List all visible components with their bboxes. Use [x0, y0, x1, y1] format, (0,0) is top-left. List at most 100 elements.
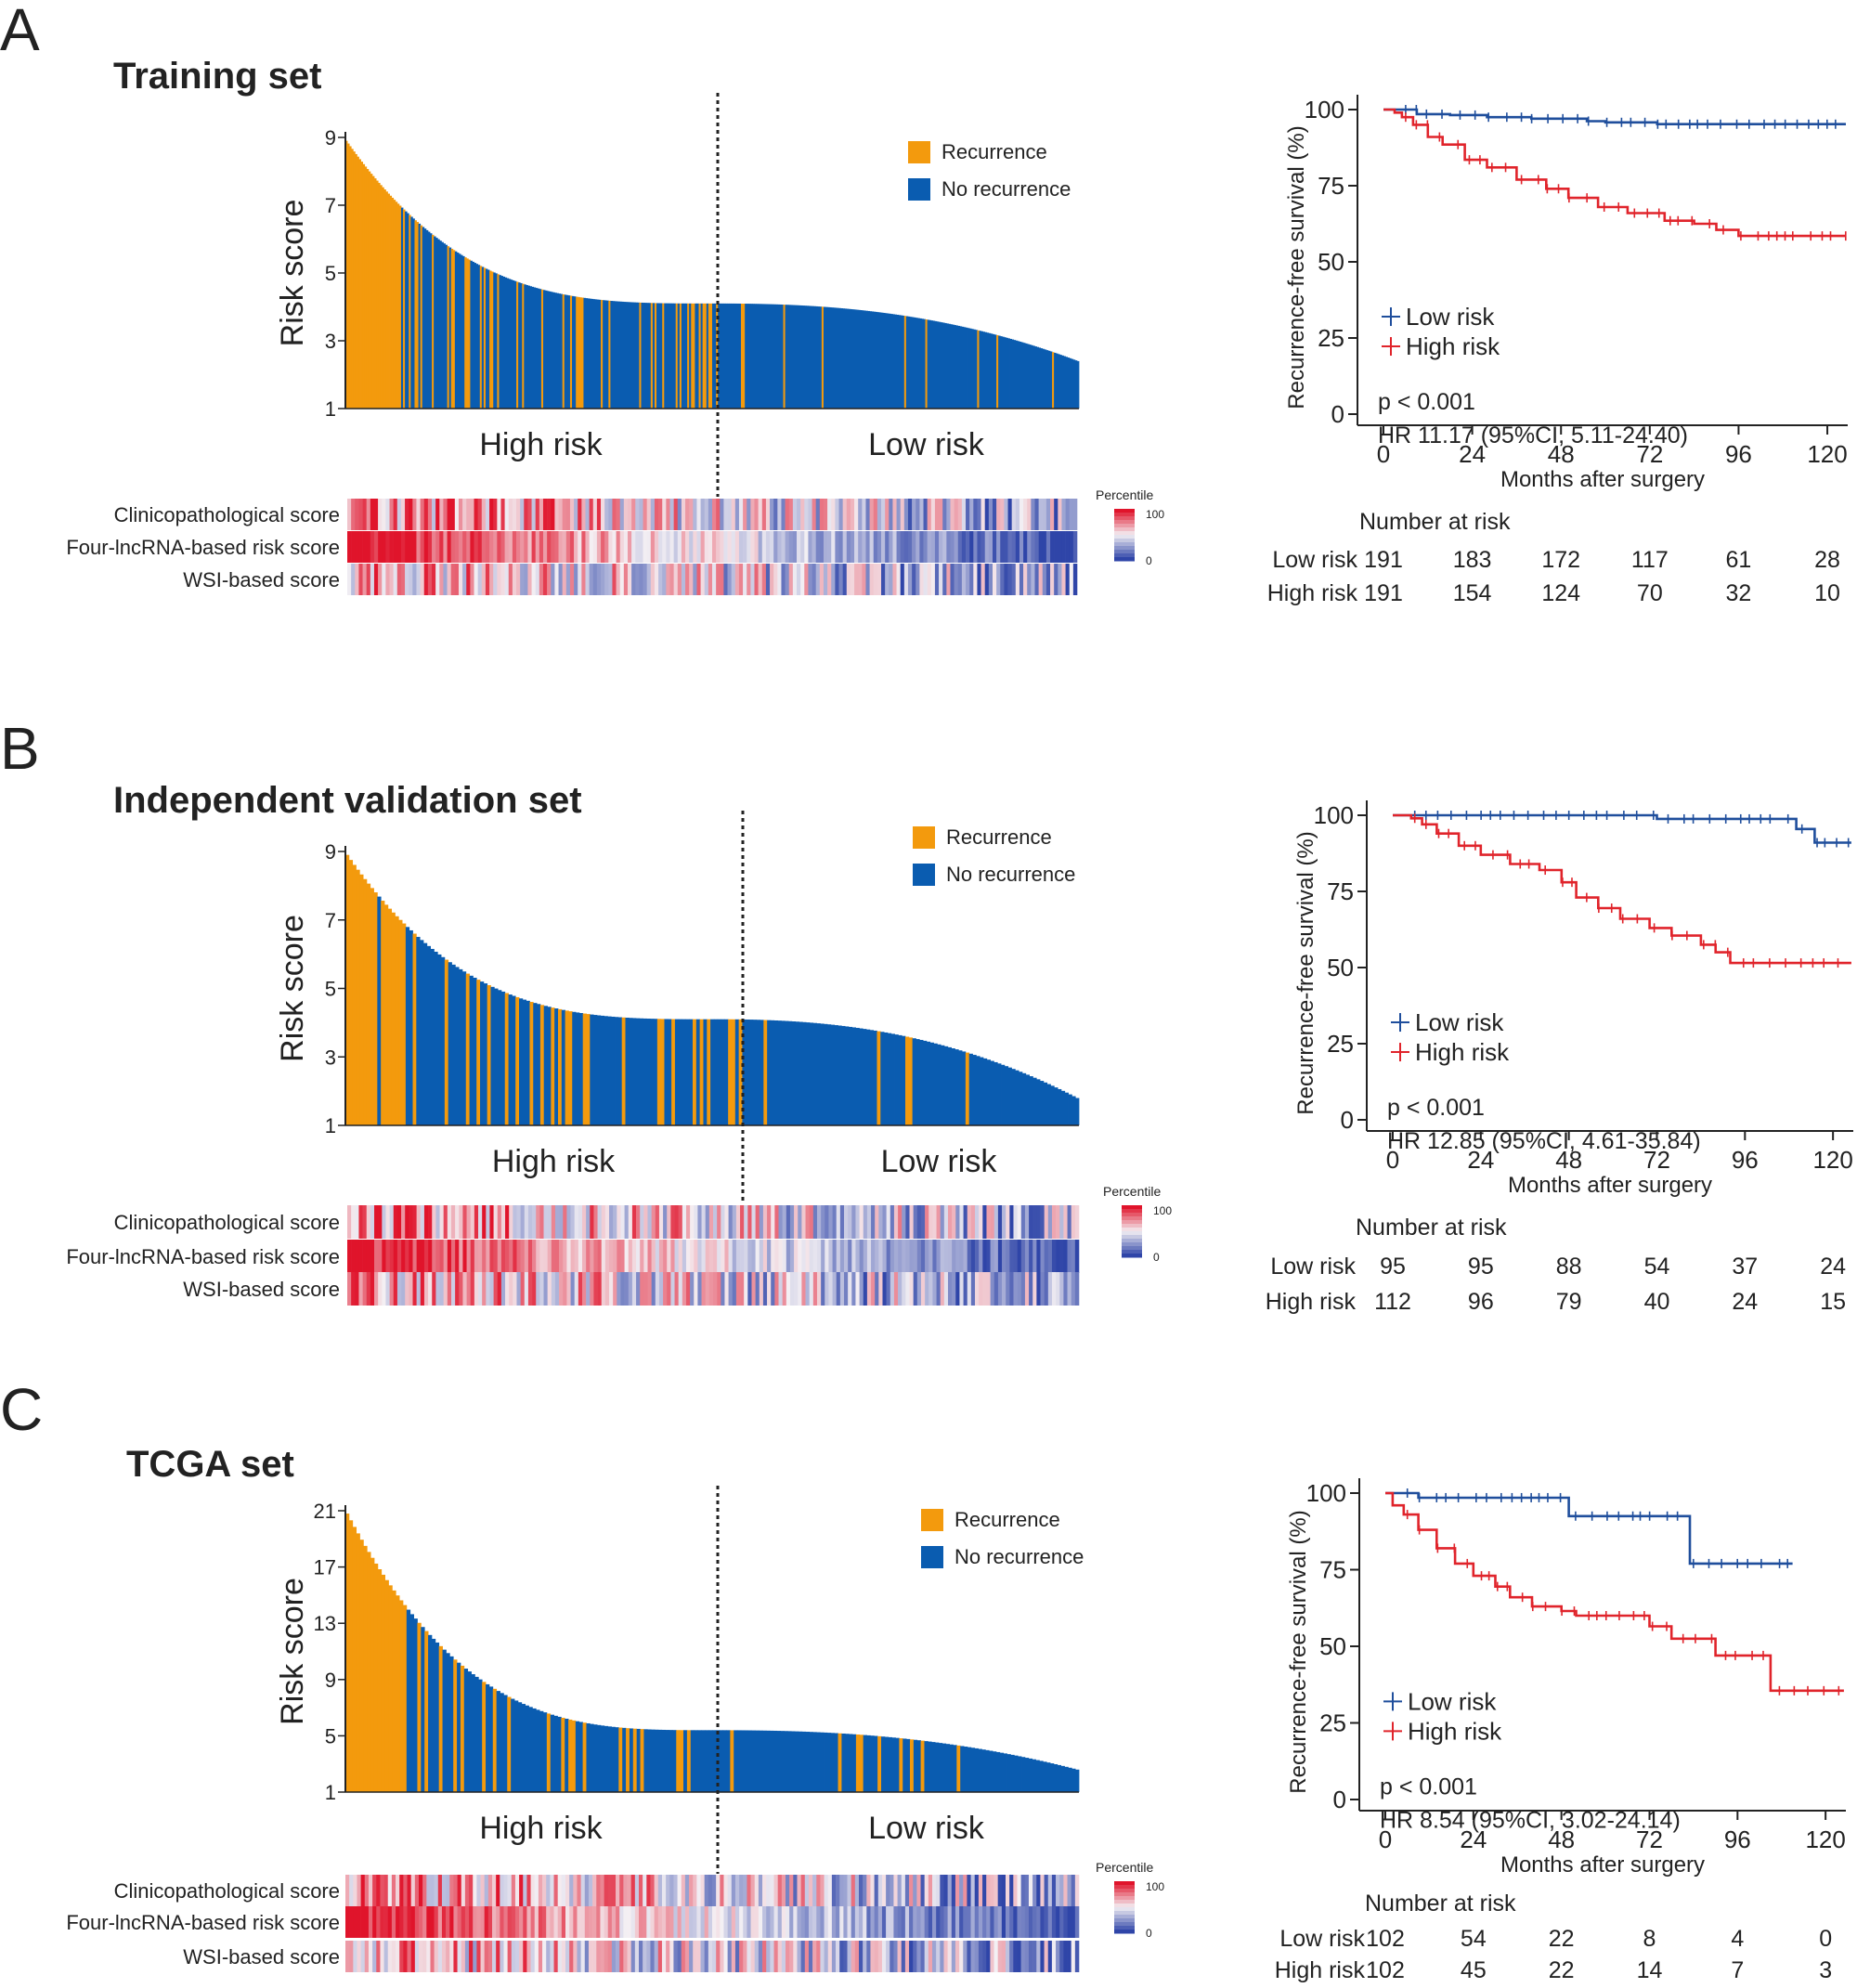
- heatmap-cell: [609, 1205, 614, 1239]
- panel-title: TCGA set: [126, 1444, 294, 1485]
- bar-no-recurrence: [677, 303, 681, 409]
- bar-recurrence: [383, 189, 386, 409]
- bar-no-recurrence: [794, 305, 798, 409]
- heatmap-cell: [651, 1240, 656, 1273]
- heatmap-cell: [586, 1272, 591, 1306]
- heatmap-cell: [798, 1272, 802, 1306]
- heatmap-cell: [650, 1941, 655, 1972]
- heatmap-cell: [1059, 1941, 1064, 1972]
- heatmap-cell: [865, 531, 870, 563]
- heatmap-cell: [1006, 1272, 1010, 1306]
- heatmap-cell: [1050, 499, 1055, 530]
- heatmap-cell: [825, 1240, 829, 1273]
- heatmap-cell: [412, 1240, 417, 1273]
- heatmap-cell: [628, 1272, 633, 1306]
- heatmap-cell: [357, 1906, 361, 1938]
- heatmap-cell: [578, 1240, 583, 1273]
- heatmap-cell: [1047, 1906, 1053, 1938]
- heatmap-cell: [789, 1941, 794, 1972]
- bar-no-recurrence: [902, 1035, 906, 1125]
- heatmap-cell: [584, 1941, 590, 1972]
- bar-no-recurrence: [668, 1019, 672, 1125]
- heatmap-cell: [766, 1906, 771, 1938]
- bar-no-recurrence: [685, 303, 688, 409]
- number-at-risk-value: 4: [1731, 1926, 1744, 1952]
- bar-no-recurrence: [763, 304, 767, 409]
- bar-recurrence: [877, 1031, 881, 1125]
- heatmap-cell: [619, 531, 625, 563]
- heatmap-cell: [801, 1240, 806, 1273]
- heatmap-cell: [474, 499, 478, 530]
- heatmap-cell: [423, 564, 429, 595]
- heatmap-cell: [869, 531, 875, 563]
- bar-no-recurrence: [1054, 1087, 1058, 1125]
- heatmap-cell: [877, 1906, 883, 1938]
- bar-no-recurrence: [870, 1735, 875, 1792]
- heatmap-cell: [635, 499, 640, 530]
- heatmap-cell: [351, 1272, 356, 1306]
- heatmap-cell: [616, 531, 621, 563]
- bar-no-recurrence: [678, 1019, 682, 1125]
- heatmap-cell: [890, 1205, 895, 1239]
- number-at-risk-value: 172: [1541, 547, 1580, 573]
- heatmap-cell: [712, 531, 717, 563]
- heatmap-cell: [396, 1272, 402, 1306]
- heatmap-cell: [480, 1941, 485, 1972]
- heatmap-cell: [558, 531, 563, 563]
- bar-no-recurrence: [980, 1057, 984, 1125]
- heatmap-cell: [1009, 1875, 1014, 1906]
- bar-no-recurrence: [816, 1023, 821, 1125]
- heatmap-cell: [426, 1906, 431, 1938]
- heatmap-cell: [988, 564, 993, 595]
- heatmap-cell: [1011, 499, 1017, 530]
- heatmap-cell: [967, 1205, 972, 1239]
- heatmap-cell: [634, 1875, 640, 1906]
- heatmap-cell: [824, 1906, 829, 1938]
- bar-recurrence: [838, 1733, 842, 1792]
- bar-no-recurrence: [938, 1743, 943, 1792]
- heatmap-cell: [997, 1906, 1003, 1938]
- bar-no-recurrence: [910, 317, 913, 409]
- bar-no-recurrence: [487, 269, 490, 409]
- heatmap-cell: [882, 1205, 887, 1239]
- heatmap-cell: [1067, 1205, 1072, 1239]
- heatmap-cell: [604, 1906, 609, 1938]
- bar-no-recurrence: [513, 280, 517, 409]
- heatmap-cell: [643, 1906, 647, 1938]
- bar-recurrence: [366, 883, 371, 1125]
- heatmap-cell: [708, 499, 713, 530]
- bar-no-recurrence: [1007, 1067, 1012, 1125]
- heatmap-cell: [863, 1240, 868, 1273]
- bar-no-recurrence: [535, 288, 539, 409]
- heatmap-cell: [470, 1240, 475, 1273]
- heatmap-cell: [527, 1205, 533, 1239]
- heatmap-cell: [1074, 1272, 1080, 1306]
- bar-no-recurrence: [871, 311, 875, 409]
- heatmap-cell: [432, 1205, 436, 1239]
- heatmap-cell: [546, 1941, 551, 1972]
- heatmap-cell: [990, 1205, 995, 1239]
- heatmap-cell: [562, 564, 567, 595]
- heatmap-cell: [585, 531, 590, 563]
- heatmap-cell: [482, 1272, 487, 1306]
- heatmap-cell: [401, 1205, 406, 1239]
- percentile-title: Percentile: [1103, 1184, 1161, 1199]
- heatmap-cell: [654, 564, 659, 595]
- bar-no-recurrence: [400, 207, 404, 409]
- bar-recurrence: [460, 1665, 465, 1792]
- bar-no-recurrence: [788, 305, 792, 409]
- heatmap-cell: [930, 531, 936, 563]
- heatmap-cell: [720, 499, 724, 530]
- heatmap-cell: [457, 1906, 462, 1938]
- heatmap-cell: [423, 1205, 429, 1239]
- heatmap-cell: [912, 499, 916, 530]
- heatmap-cell: [794, 1272, 799, 1306]
- heatmap-cell: [767, 1272, 772, 1306]
- bar-recurrence: [491, 271, 494, 409]
- bar-recurrence: [529, 1002, 534, 1125]
- heatmap-cell: [969, 531, 974, 563]
- bar-no-recurrence: [537, 1004, 541, 1125]
- bar-no-recurrence: [913, 1739, 918, 1792]
- heatmap-cell: [812, 1875, 817, 1906]
